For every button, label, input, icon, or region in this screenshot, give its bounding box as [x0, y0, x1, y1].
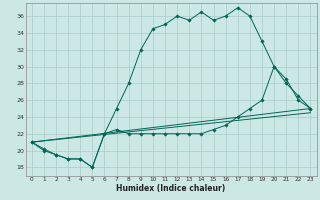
X-axis label: Humidex (Indice chaleur): Humidex (Indice chaleur) [116, 184, 226, 193]
